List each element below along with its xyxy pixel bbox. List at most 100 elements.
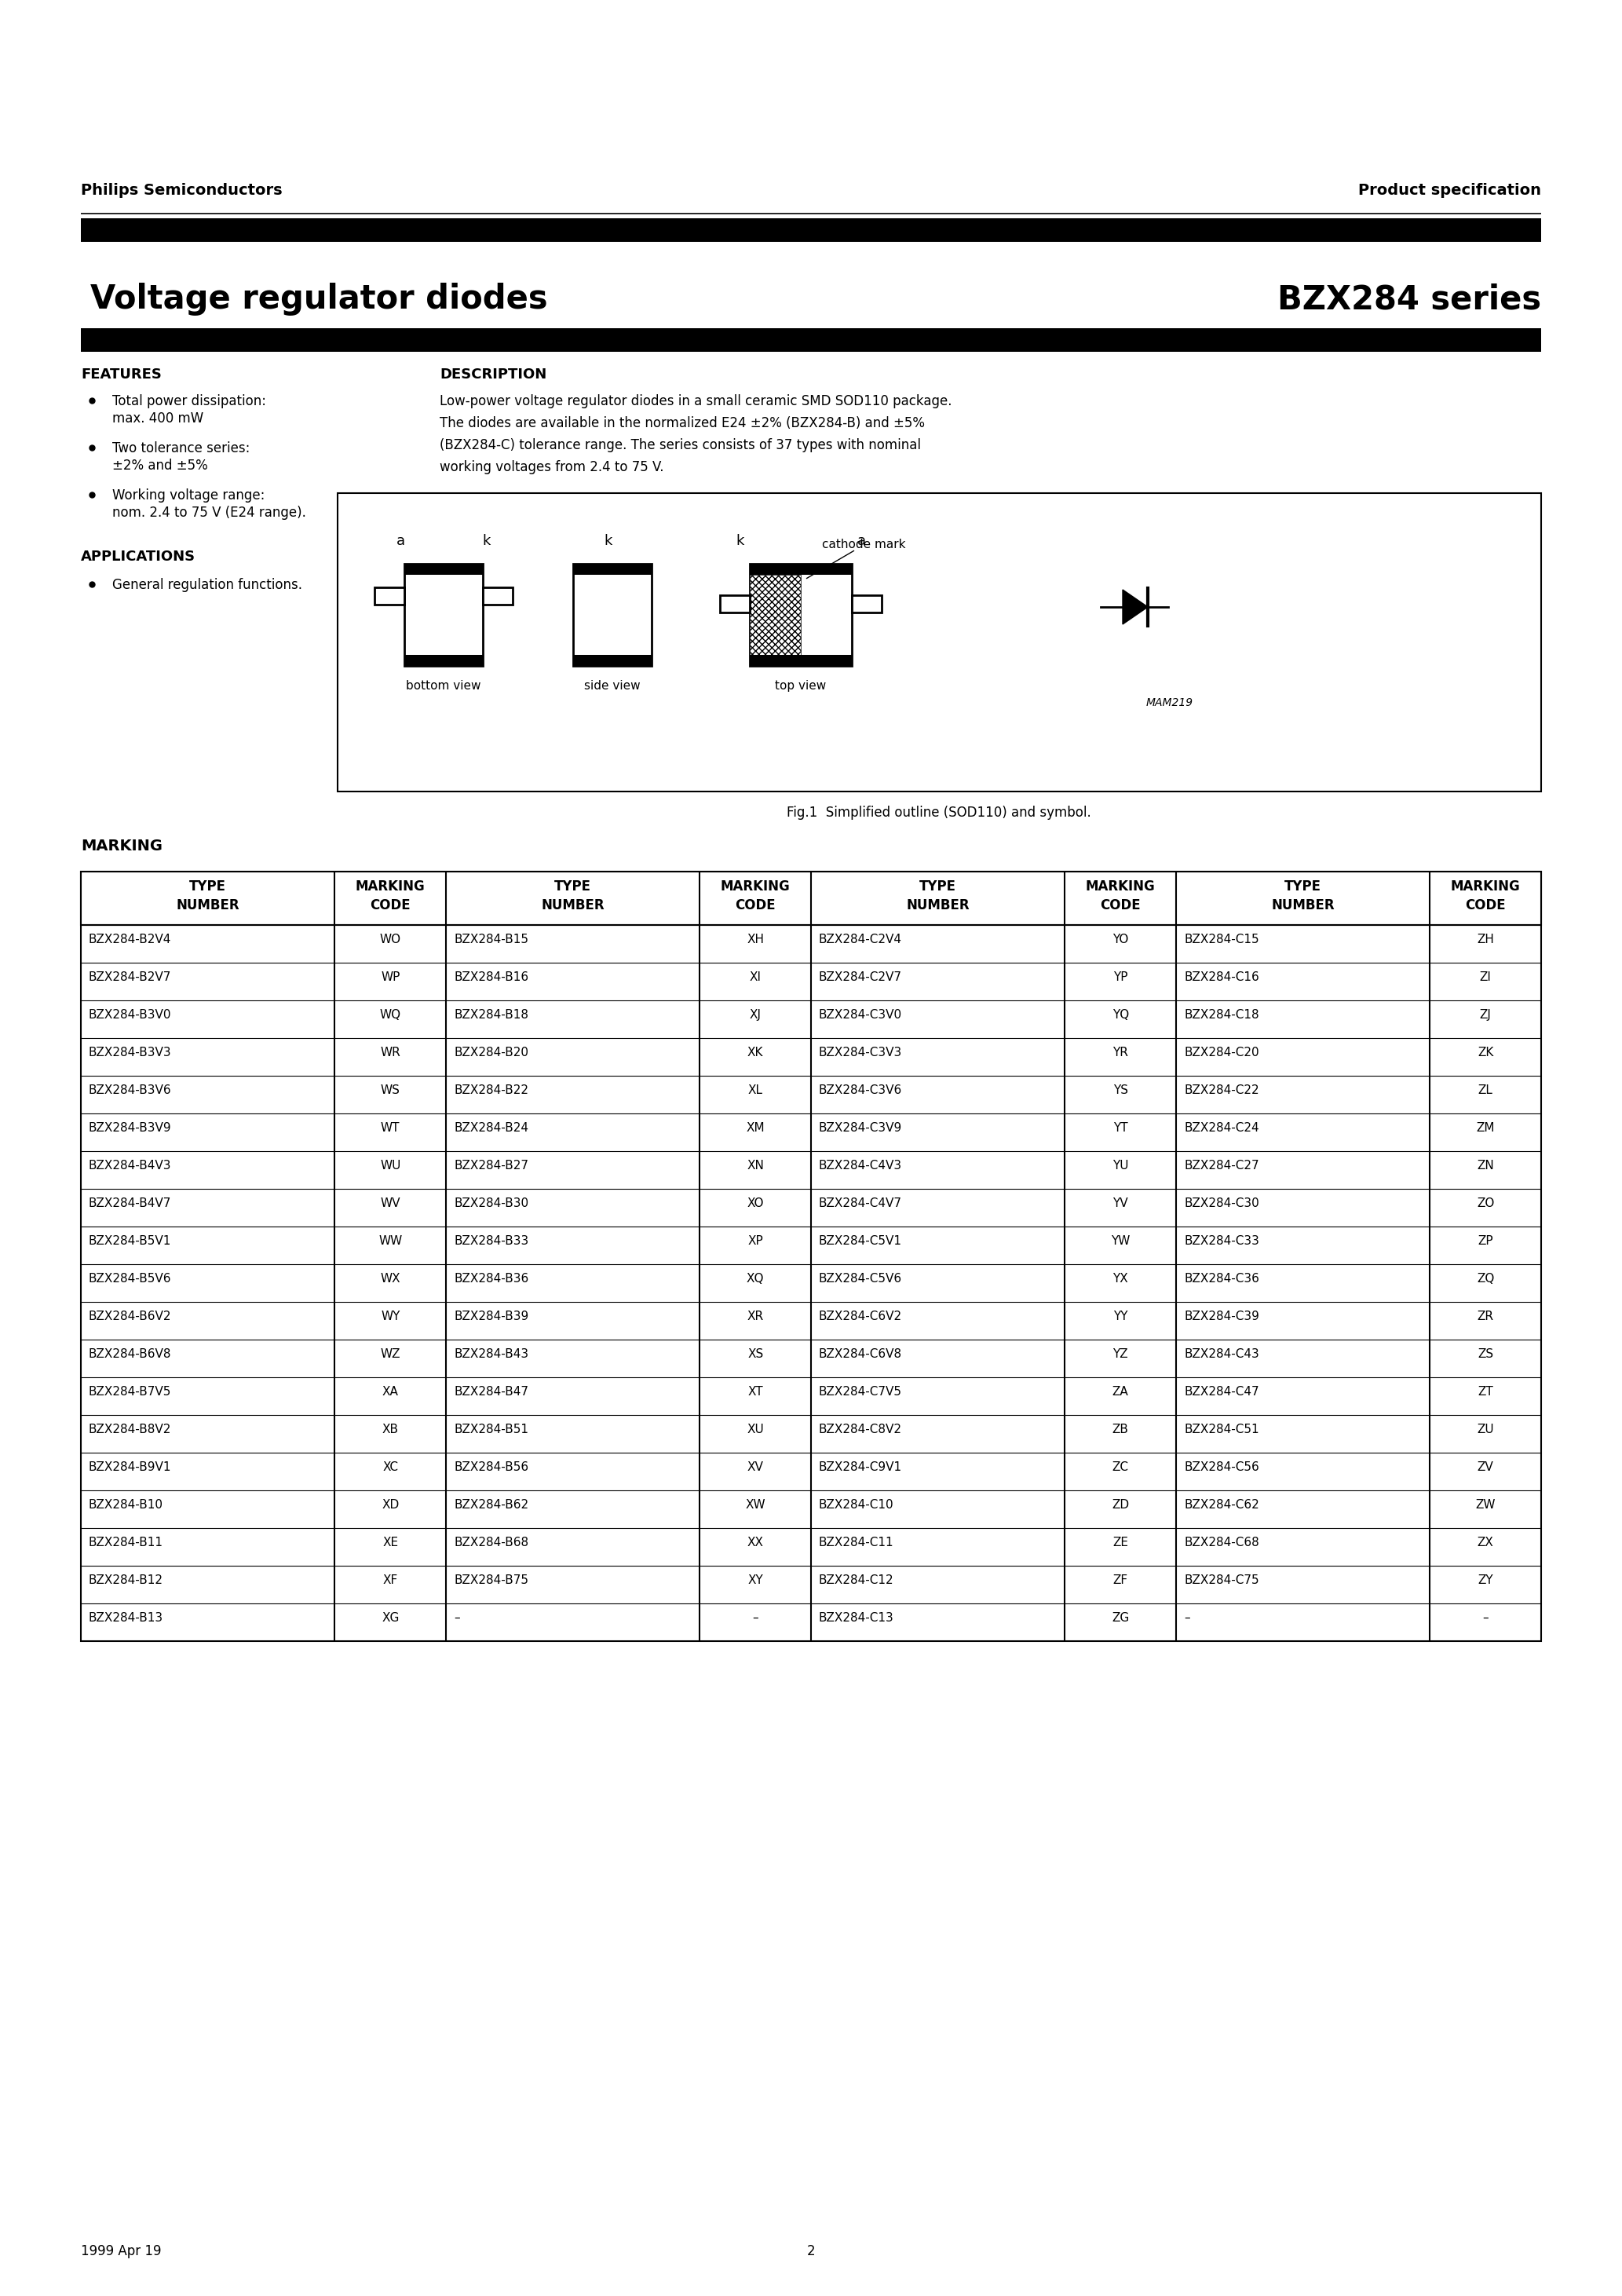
Text: XM: XM [746,1123,764,1134]
Bar [749,565,852,666]
Text: WQ: WQ [380,1008,401,1022]
Text: XX: XX [748,1536,764,1548]
Text: working voltages from 2.4 to 75 V.: working voltages from 2.4 to 75 V. [440,459,663,475]
Text: YW: YW [1111,1235,1131,1247]
Text: BZX284-B18: BZX284-B18 [454,1008,529,1022]
Text: side view: side view [584,680,641,691]
Text: BZX284-B4V3: BZX284-B4V3 [89,1159,172,1171]
Bar [573,654,652,666]
Bar [81,872,1541,925]
Text: BZX284-B8V2: BZX284-B8V2 [89,1424,172,1435]
Text: The diodes are available in the normalized E24 ±2% (BZX284-B) and ±5%: The diodes are available in the normaliz… [440,416,925,429]
Text: ZF: ZF [1113,1575,1127,1587]
Text: k: k [483,535,491,549]
Text: NUMBER: NUMBER [177,898,240,912]
Text: BZX284-C24: BZX284-C24 [1184,1123,1259,1134]
Text: BZX284-C43: BZX284-C43 [1184,1348,1259,1359]
Text: BZX284-C22: BZX284-C22 [1184,1084,1259,1095]
Text: MARKING: MARKING [355,879,425,893]
Text: FEATURES: FEATURES [81,367,162,381]
Text: BZX284-C12: BZX284-C12 [819,1575,894,1587]
Text: ZT: ZT [1478,1387,1494,1398]
Text: BZX284-C18: BZX284-C18 [1184,1008,1259,1022]
Text: Voltage regulator diodes: Voltage regulator diodes [91,282,548,315]
Text: ZO: ZO [1476,1199,1494,1210]
Text: ZX: ZX [1478,1536,1494,1548]
Bar [573,565,652,574]
Text: WP: WP [381,971,401,983]
Text: BZX284-C47: BZX284-C47 [1184,1387,1259,1398]
Text: NUMBER: NUMBER [1272,898,1335,912]
Text: BZX284-C3V3: BZX284-C3V3 [819,1047,902,1058]
Text: YV: YV [1113,1199,1129,1210]
Text: Total power dissipation:: Total power dissipation: [112,395,266,409]
Text: WW: WW [378,1235,402,1247]
Text: WU: WU [380,1159,401,1171]
Text: BZX284-C4V7: BZX284-C4V7 [819,1199,902,1210]
Text: BZX284-C13: BZX284-C13 [819,1612,894,1623]
Text: CODE: CODE [1465,898,1505,912]
Text: –: – [1184,1612,1191,1623]
Text: Fig.1  Simplified outline (SOD110) and symbol.: Fig.1 Simplified outline (SOD110) and sy… [787,806,1092,820]
Text: BZX284-B43: BZX284-B43 [454,1348,529,1359]
Text: XQ: XQ [746,1272,764,1286]
Text: BZX284-C16: BZX284-C16 [1184,971,1259,983]
Bar [404,565,483,666]
Text: BZX284-B3V3: BZX284-B3V3 [89,1047,172,1058]
Text: BZX284-B10: BZX284-B10 [89,1499,164,1511]
Text: BZX284-C7V5: BZX284-C7V5 [819,1387,902,1398]
Text: BZX284-B2V4: BZX284-B2V4 [89,934,172,946]
Text: BZX284-B9V1: BZX284-B9V1 [89,1460,172,1474]
Text: nom. 2.4 to 75 V (E24 range).: nom. 2.4 to 75 V (E24 range). [112,505,307,519]
Text: BZX284-B11: BZX284-B11 [89,1536,164,1548]
Text: YR: YR [1113,1047,1129,1058]
Text: BZX284-B3V6: BZX284-B3V6 [89,1084,172,1095]
Text: General regulation functions.: General regulation functions. [112,579,302,592]
Text: BZX284-B6V8: BZX284-B6V8 [89,1348,172,1359]
Text: ZI: ZI [1479,971,1491,983]
Text: BZX284-B15: BZX284-B15 [454,934,529,946]
Text: DESCRIPTION: DESCRIPTION [440,367,547,381]
Text: top view: top view [775,680,826,691]
Text: ZW: ZW [1476,1499,1495,1511]
Bar [573,565,652,666]
Text: BZX284-B3V0: BZX284-B3V0 [89,1008,172,1022]
Text: ZR: ZR [1478,1311,1494,1322]
Bar [337,494,1541,792]
Text: YX: YX [1113,1272,1129,1286]
Text: a: a [396,535,406,549]
Text: XV: XV [748,1460,764,1474]
Text: YZ: YZ [1113,1348,1129,1359]
Text: TYPE: TYPE [1285,879,1322,893]
Text: XD: XD [381,1499,399,1511]
Bar [720,595,749,613]
Text: WT: WT [381,1123,401,1134]
Text: BZX284-C4V3: BZX284-C4V3 [819,1159,902,1171]
Text: BZX284-B13: BZX284-B13 [89,1612,164,1623]
Text: ZL: ZL [1478,1084,1492,1095]
Text: k: k [605,535,613,549]
Text: BZX284-C3V6: BZX284-C3V6 [819,1084,902,1095]
Bar [375,588,404,604]
Text: XE: XE [383,1536,399,1548]
Text: BZX284-C10: BZX284-C10 [819,1499,894,1511]
Text: ZQ: ZQ [1476,1272,1494,1286]
Text: YQ: YQ [1113,1008,1129,1022]
Text: BZX284-B4V7: BZX284-B4V7 [89,1199,172,1210]
Bar [749,565,852,574]
Text: ZC: ZC [1113,1460,1129,1474]
Text: BZX284-B68: BZX284-B68 [454,1536,529,1548]
Text: ZB: ZB [1113,1424,1129,1435]
Bar [81,872,1541,1642]
Text: ZU: ZU [1478,1424,1494,1435]
Text: XS: XS [748,1348,764,1359]
Text: ±2% and ±5%: ±2% and ±5% [112,459,208,473]
Text: CODE: CODE [735,898,775,912]
Text: ZJ: ZJ [1479,1008,1491,1022]
Text: XO: XO [748,1199,764,1210]
Text: ZG: ZG [1111,1612,1129,1623]
Text: XH: XH [746,934,764,946]
Text: MARKING: MARKING [720,879,790,893]
Text: BZX284-B47: BZX284-B47 [454,1387,529,1398]
Text: BZX284-B39: BZX284-B39 [454,1311,529,1322]
